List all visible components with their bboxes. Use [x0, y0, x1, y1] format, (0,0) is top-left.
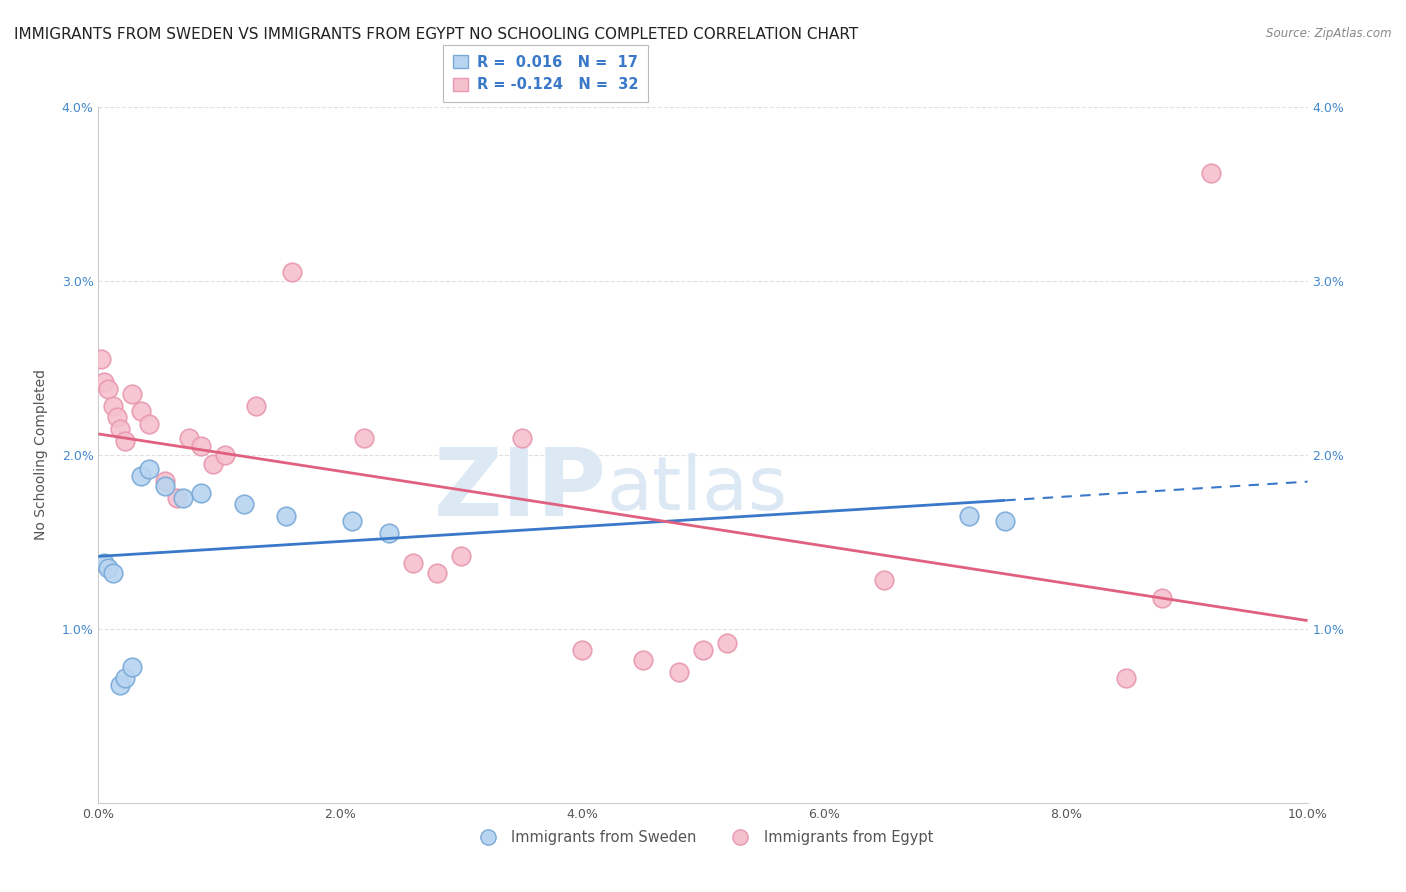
Point	[138, 462, 160, 476]
Text: atlas: atlas	[606, 453, 787, 526]
Point	[129, 468, 152, 483]
Point	[97, 561, 120, 575]
Legend: Immigrants from Sweden, Immigrants from Egypt: Immigrants from Sweden, Immigrants from …	[467, 824, 939, 851]
Point	[245, 399, 267, 413]
Point	[274, 508, 297, 523]
Point	[101, 399, 124, 413]
Point	[716, 636, 738, 650]
Point	[214, 448, 236, 462]
Point	[93, 375, 115, 389]
Point	[377, 526, 399, 541]
Point	[153, 479, 176, 493]
Point	[190, 439, 212, 453]
Point	[957, 508, 980, 523]
Point	[129, 404, 152, 418]
Point	[121, 660, 143, 674]
Point	[108, 677, 131, 691]
Point	[353, 430, 375, 444]
Point	[450, 549, 472, 563]
Point	[692, 642, 714, 657]
Point	[166, 491, 188, 506]
Y-axis label: No Schooling Completed: No Schooling Completed	[34, 369, 48, 541]
Point	[108, 422, 131, 436]
Point	[1152, 591, 1174, 605]
Point	[138, 417, 160, 431]
Text: ZIP: ZIP	[433, 443, 606, 536]
Point	[93, 556, 115, 570]
Point	[510, 430, 533, 444]
Point	[90, 352, 112, 367]
Point	[631, 653, 654, 667]
Point	[281, 265, 304, 279]
Point	[97, 382, 120, 396]
Point	[1115, 671, 1137, 685]
Point	[232, 497, 254, 511]
Point	[202, 457, 225, 471]
Point	[571, 642, 593, 657]
Point	[402, 556, 425, 570]
Text: Source: ZipAtlas.com: Source: ZipAtlas.com	[1267, 27, 1392, 40]
Point	[190, 486, 212, 500]
Point	[873, 573, 896, 587]
Point	[101, 566, 124, 581]
Point	[114, 671, 136, 685]
Point	[668, 665, 690, 680]
Point	[1199, 166, 1222, 180]
Text: IMMIGRANTS FROM SWEDEN VS IMMIGRANTS FROM EGYPT NO SCHOOLING COMPLETED CORRELATI: IMMIGRANTS FROM SWEDEN VS IMMIGRANTS FRO…	[14, 27, 858, 42]
Point	[342, 514, 364, 528]
Point	[179, 430, 201, 444]
Point	[114, 434, 136, 448]
Point	[172, 491, 194, 506]
Point	[994, 514, 1017, 528]
Point	[426, 566, 449, 581]
Point	[121, 387, 143, 401]
Point	[153, 474, 176, 488]
Point	[105, 409, 128, 424]
